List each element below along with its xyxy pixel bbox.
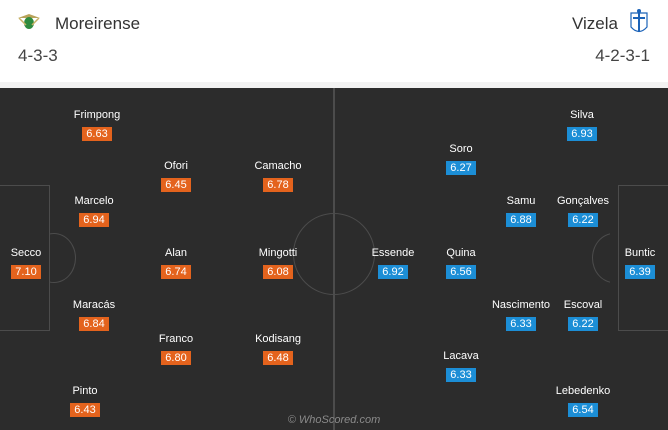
player-name: Camacho bbox=[254, 160, 302, 172]
center-circle bbox=[293, 213, 375, 295]
left-penalty-box bbox=[0, 185, 50, 331]
away-team-name[interactable]: Vizela bbox=[572, 14, 618, 33]
home-player-st[interactable]: Mingotti 6.08 bbox=[238, 247, 318, 280]
away-player-cam[interactable]: Quina 6.56 bbox=[421, 247, 501, 280]
player-rating: 6.33 bbox=[506, 317, 536, 331]
player-name: Maracás bbox=[72, 299, 116, 311]
right-penalty-box bbox=[618, 185, 668, 331]
player-name: Franco bbox=[158, 333, 194, 345]
player-name: Lebedenko bbox=[555, 385, 611, 397]
player-rating: 6.94 bbox=[79, 213, 109, 227]
player-rating: 6.48 bbox=[263, 351, 293, 365]
player-rating: 6.74 bbox=[161, 265, 191, 279]
player-rating: 6.39 bbox=[625, 265, 655, 279]
away-player-lam[interactable]: Soro 6.27 bbox=[421, 143, 501, 176]
player-rating: 6.27 bbox=[446, 161, 476, 175]
player-name: Secco bbox=[10, 247, 42, 259]
vizela-crest-icon bbox=[629, 9, 649, 42]
player-rating: 6.22 bbox=[568, 213, 598, 227]
player-rating: 6.80 bbox=[161, 351, 191, 365]
home-player-lw[interactable]: Kodisang 6.48 bbox=[238, 333, 318, 366]
away-player-lcb[interactable]: Gonçalves 6.22 bbox=[543, 195, 623, 228]
player-rating: 6.88 bbox=[506, 213, 536, 227]
player-rating: 6.84 bbox=[79, 317, 109, 331]
away-player-gk[interactable]: Buntic 6.39 bbox=[600, 247, 668, 280]
player-name: Lacava bbox=[443, 350, 479, 362]
player-name: Frimpong bbox=[73, 109, 121, 121]
player-rating: 6.93 bbox=[567, 127, 597, 141]
player-name: Nascimento bbox=[491, 299, 551, 311]
pitch: Secco 7.10 Frimpong 6.63 Marcelo 6.94 Ma… bbox=[0, 88, 668, 430]
player-name: Alan bbox=[164, 247, 188, 259]
player-name: Buntic bbox=[624, 247, 656, 259]
home-formation: 4-3-3 bbox=[18, 46, 58, 65]
away-player-st[interactable]: Essende 6.92 bbox=[353, 247, 433, 280]
player-rating: 6.45 bbox=[161, 178, 191, 192]
player-name: Marcelo bbox=[74, 195, 114, 207]
player-name: Quina bbox=[446, 247, 476, 259]
player-rating: 6.78 bbox=[263, 178, 293, 192]
player-rating: 6.43 bbox=[70, 403, 100, 417]
player-name: Essende bbox=[371, 247, 415, 259]
player-name: Silva bbox=[570, 109, 594, 121]
home-player-rcm[interactable]: Ofori 6.45 bbox=[136, 160, 216, 193]
away-player-lb[interactable]: Silva 6.93 bbox=[542, 109, 622, 142]
away-player-rdm[interactable]: Nascimento 6.33 bbox=[481, 299, 561, 332]
home-player-rw[interactable]: Camacho 6.78 bbox=[238, 160, 318, 193]
away-player-rcb[interactable]: Escoval 6.22 bbox=[543, 299, 623, 332]
player-name: Soro bbox=[449, 143, 473, 155]
player-rating: 6.22 bbox=[568, 317, 598, 331]
away-player-ldm[interactable]: Samu 6.88 bbox=[481, 195, 561, 228]
away-player-rb[interactable]: Lebedenko 6.54 bbox=[543, 385, 623, 418]
player-name: Gonçalves bbox=[557, 195, 609, 207]
home-player-cm[interactable]: Alan 6.74 bbox=[136, 247, 216, 280]
home-player-gk[interactable]: Secco 7.10 bbox=[0, 247, 66, 280]
player-name: Escoval bbox=[563, 299, 603, 311]
player-name: Mingotti bbox=[258, 247, 298, 259]
player-name: Kodisang bbox=[255, 333, 301, 345]
home-player-lcb[interactable]: Maracás 6.84 bbox=[54, 299, 134, 332]
player-rating: 6.56 bbox=[446, 265, 476, 279]
home-team-name[interactable]: Moreirense bbox=[55, 14, 141, 33]
match-header: Moreirense 4-3-3 Vizela 4-2-3-1 bbox=[0, 0, 668, 82]
away-formation: 4-2-3-1 bbox=[595, 46, 650, 65]
whoscored-watermark: © WhoScored.com bbox=[287, 414, 381, 426]
player-rating: 6.08 bbox=[263, 265, 293, 279]
away-player-ram[interactable]: Lacava 6.33 bbox=[421, 350, 501, 383]
player-rating: 6.63 bbox=[82, 127, 112, 141]
player-rating: 6.92 bbox=[378, 265, 408, 279]
home-player-rb[interactable]: Frimpong 6.63 bbox=[57, 109, 137, 142]
player-rating: 6.54 bbox=[568, 403, 598, 417]
player-rating: 7.10 bbox=[11, 265, 41, 279]
player-rating: 6.33 bbox=[446, 368, 476, 382]
home-player-rcb[interactable]: Marcelo 6.94 bbox=[54, 195, 134, 228]
player-name: Samu bbox=[506, 195, 536, 207]
player-name: Pinto bbox=[72, 385, 98, 397]
home-player-lb[interactable]: Pinto 6.43 bbox=[45, 385, 125, 418]
moreirense-crest-icon bbox=[17, 13, 41, 36]
home-player-lcm[interactable]: Franco 6.80 bbox=[136, 333, 216, 366]
player-name: Ofori bbox=[164, 160, 188, 172]
